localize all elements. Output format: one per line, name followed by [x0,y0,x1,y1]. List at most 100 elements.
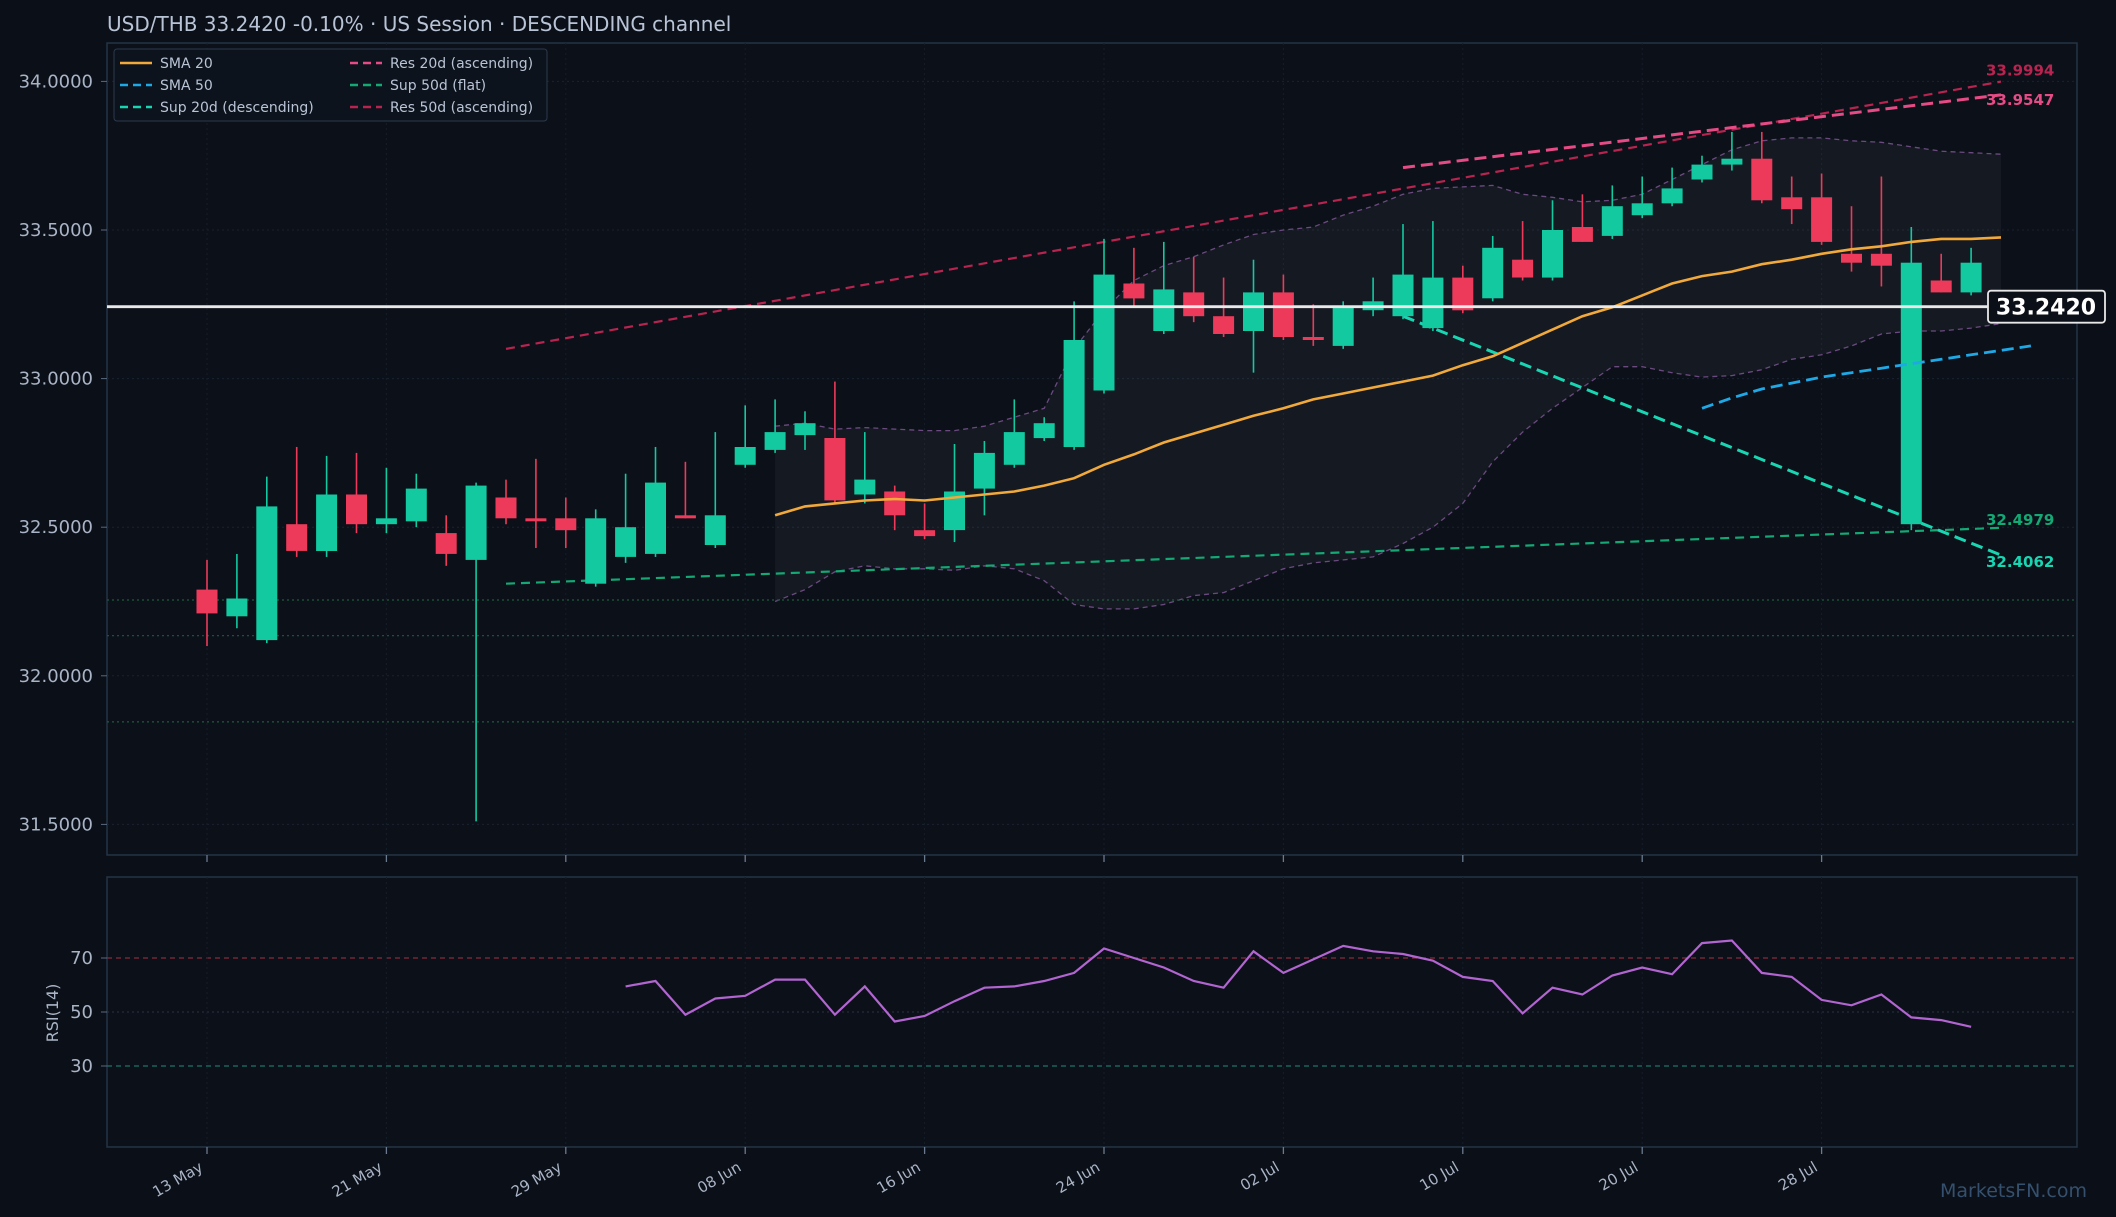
reference-lines [107,599,2077,723]
watermark: MarketsFN.com [1940,1180,2087,1202]
candle-body-54 [1811,197,1833,242]
candle-body-51 [1721,158,1743,165]
candle-body-27 [1003,432,1025,465]
candle-body-36 [1272,292,1294,337]
bollinger-fill [775,137,2001,609]
candle-body-53 [1781,197,1803,210]
candle-body-31 [1123,283,1145,299]
moving-averages [774,236,2032,517]
candle-body-22 [854,479,876,495]
bollinger-lower-line [774,322,2002,610]
rsi-tick-label-1: 50 [70,1002,93,1023]
legend-label-0: SMA 20 [160,56,213,72]
date-tick-label-3: 08 Jun [694,1158,744,1197]
candle-body-57 [1900,262,1922,525]
legend-label-5: Res 50d (ascending) [390,100,533,116]
candle-body-41 [1422,277,1444,329]
candle-body-55 [1841,253,1862,263]
price-tick-label-1: 32.0000 [19,666,93,687]
rsi-panel: 30 50 70 RSI(14) [43,876,2078,1148]
candlesticks [196,131,1982,822]
level-line-1 [1402,93,2002,170]
rsi-tick-label-2: 70 [70,948,93,969]
candle-body-58 [1930,280,1952,293]
candle-body-28 [1033,423,1055,439]
candle-body-46 [1571,227,1593,242]
candle-body-18 [734,447,756,465]
candle-body-4 [316,494,338,551]
candle-body-33 [1183,292,1205,317]
date-tick-label-8: 20 Jul [1596,1158,1641,1195]
candle-body-29 [1063,340,1085,447]
price-tick-label-5: 34.0000 [19,71,93,92]
rsi-tick-label-0: 30 [70,1056,93,1077]
candle-body-34 [1213,316,1235,334]
price-tick-label-3: 33.0000 [19,369,93,390]
date-tick-label-4: 16 Jun [874,1158,924,1197]
legend: SMA 20 Res 20d (ascending) SMA 50 Sup 50d (… [113,48,548,122]
candle-body-35 [1243,292,1264,331]
legend-label-1: Res 20d (ascending) [390,56,533,72]
candle-body-25 [944,491,965,531]
candle-body-48 [1631,203,1653,216]
candle-body-44 [1512,259,1534,278]
candle-body-1 [226,598,248,617]
candle-body-16 [674,515,696,519]
candle-body-10 [495,497,517,519]
candle-body-30 [1093,274,1115,391]
candle-body-14 [615,527,637,557]
candle-body-6 [375,518,397,525]
sma20-line [774,236,2002,517]
candle-body-38 [1332,307,1354,346]
candle-body-42 [1452,277,1474,311]
legend-label-4: Sup 20d (descending) [160,100,314,116]
chart-title: USD/THB 33.2420 -0.10% · US Session · DE… [107,12,731,36]
level-labels: 33.9994 33.9547 32.4979 32.4062 [1986,62,2054,571]
candle-body-52 [1751,158,1773,201]
candle-body-15 [645,482,666,554]
candle-body-17 [704,515,726,545]
price-tick-label-0: 31.5000 [19,814,93,835]
price-axis: 31.5000 32.0000 32.5000 33.0000 33.5000 34.00… [19,71,107,835]
current-price-line: 33.2420 [107,289,2106,324]
current-price-label: 33.2420 [1996,296,2096,321]
price-tick-label-2: 32.5000 [19,517,93,538]
date-tick-label-1: 21 May [329,1158,386,1201]
legend-box [113,48,548,122]
candle-body-32 [1153,289,1175,331]
candle-body-24 [914,530,936,537]
candle-body-26 [973,452,995,489]
date-tick-label-2: 29 May [508,1158,565,1201]
candle-body-56 [1870,253,1892,266]
legend-label-3: Sup 50d (flat) [390,78,486,94]
bollinger-bands [774,137,2002,610]
candle-body-19 [764,432,786,450]
candle-body-40 [1392,274,1414,317]
candle-body-13 [585,518,607,584]
main-panel-frame [106,42,2078,856]
candle-body-37 [1302,337,1324,340]
candle-body-3 [286,524,308,551]
candle-body-8 [435,533,457,554]
date-tick-label-6: 02 Jul [1237,1158,1282,1195]
candle-body-5 [346,494,367,525]
date-tick-label-0: 13 May [149,1158,206,1201]
support-resistance-lines [505,80,2002,585]
level-label-2: 32.4979 [1986,511,2054,529]
candle-body-12 [555,518,577,531]
level-label-1: 33.9547 [1986,91,2054,109]
candle-body-7 [405,488,427,522]
main-panel: 33.9994 33.9547 32.4979 32.4062 31.5000 32.0… [19,42,2106,856]
candle-body-20 [794,423,816,436]
rsi-line [625,939,1972,1028]
level-line-2 [505,526,2002,585]
candle-body-2 [256,506,278,641]
level-label-0: 33.9994 [1986,62,2054,80]
candle-body-0 [196,589,218,614]
date-tick-label-7: 10 Jul [1416,1158,1461,1195]
date-tick-label-9: 28 Jul [1775,1158,1820,1195]
sma50-line [1701,344,2032,410]
candle-body-47 [1601,206,1623,236]
rsi-axis: 30 50 70 [70,948,107,1077]
